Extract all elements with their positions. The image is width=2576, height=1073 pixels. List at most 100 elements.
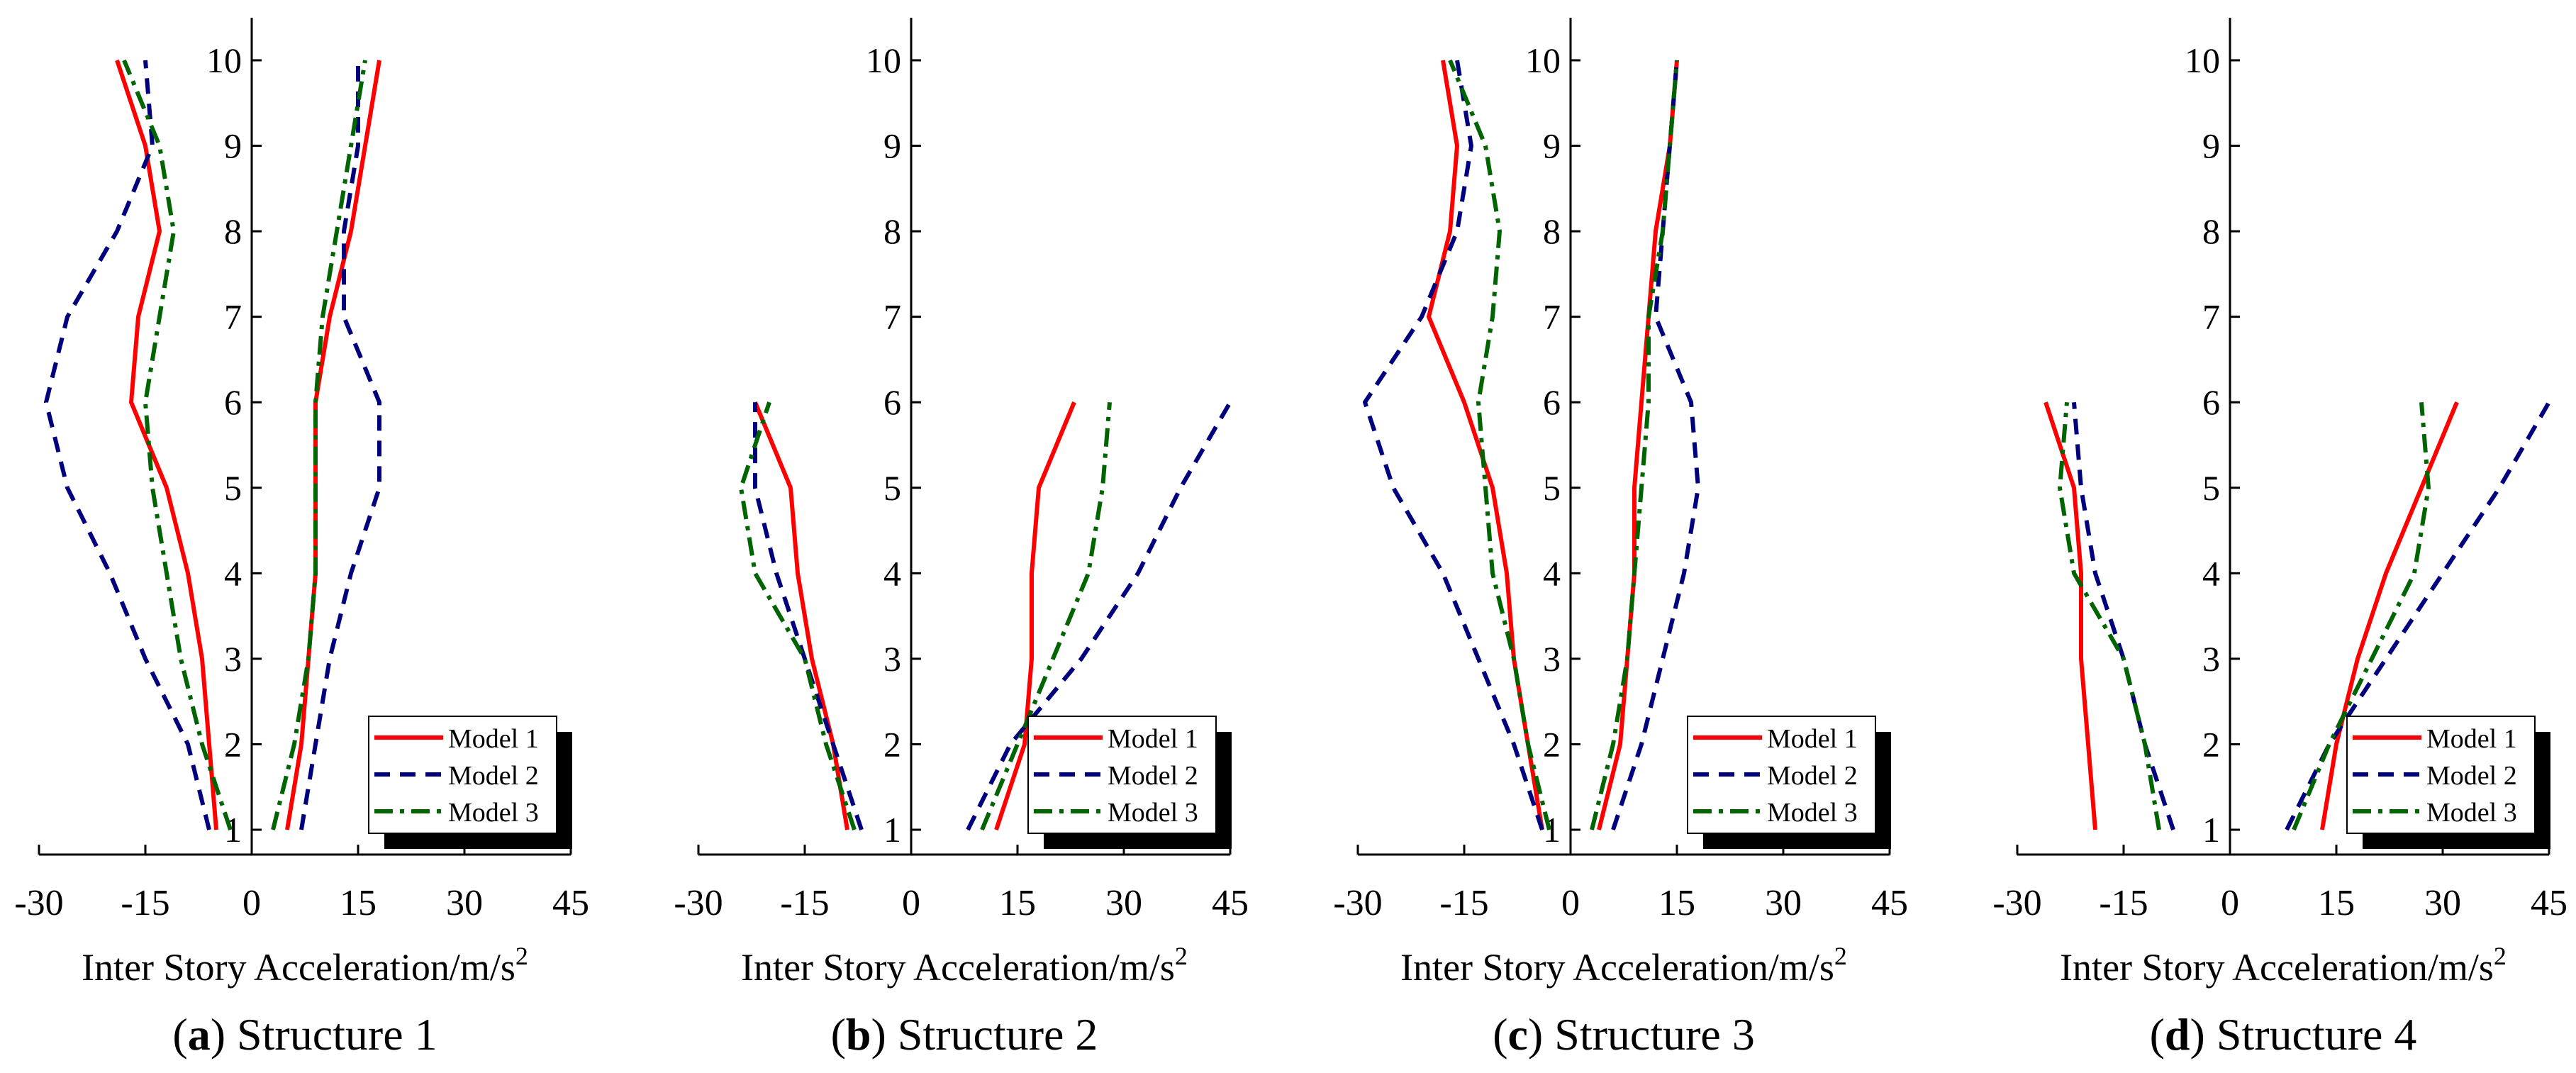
- y-tick-label: 4: [2202, 553, 2220, 593]
- series-model-1: [2043, 401, 2097, 830]
- x-tick-label: 30: [1765, 883, 1802, 923]
- legend: Model 1 Model 2 Model 3: [1027, 716, 1217, 834]
- series-model-1: [994, 401, 1076, 830]
- x-tick-label: 0: [902, 883, 920, 923]
- y-tick-label: 5: [883, 468, 901, 508]
- panel-caption: (c) Structure 3: [1493, 1009, 1755, 1060]
- y-tick-label: 8: [224, 211, 242, 251]
- y-tick-label: 10: [206, 40, 242, 80]
- x-tick-label: 15: [1658, 883, 1695, 923]
- x-tick-label: 45: [552, 883, 589, 923]
- y-tick-label: 1: [883, 810, 901, 850]
- legend-label: Model 1: [1767, 724, 1858, 754]
- y-tick-label: 3: [1543, 639, 1561, 679]
- y-tick-label: 2: [883, 724, 901, 764]
- y-tick-label: 2: [1543, 724, 1561, 764]
- legend: Model 1 Model 2 Model 3: [368, 716, 557, 834]
- legend-label: Model 3: [1767, 798, 1858, 828]
- x-axis-label: Inter Story Acceleration/m/s2: [2060, 942, 2507, 989]
- y-tick-label: 9: [2202, 126, 2220, 166]
- series-model-1: [1427, 60, 1544, 830]
- series-model-2: [1363, 60, 1544, 830]
- y-tick-label: 4: [224, 553, 242, 593]
- y-tick-label: 9: [224, 126, 242, 166]
- x-axis-label: Inter Story Acceleration/m/s2: [82, 942, 528, 989]
- legend-label: Model 3: [448, 798, 539, 828]
- y-tick-label: 8: [2202, 211, 2220, 251]
- y-tick-label: 7: [883, 297, 901, 337]
- y-tick-label: 7: [224, 297, 242, 337]
- legend-label: Model 2: [2426, 761, 2517, 791]
- y-tick-label: 1: [2202, 810, 2220, 850]
- y-tick-label: 5: [1543, 468, 1561, 508]
- x-axis-label: Inter Story Acceleration/m/s2: [741, 942, 1188, 989]
- y-tick-label: 2: [2202, 724, 2220, 764]
- series-model-1: [1597, 60, 1679, 830]
- legend-label: Model 1: [1108, 724, 1198, 754]
- x-tick-label: -30: [14, 883, 63, 923]
- series-model-1: [285, 60, 381, 830]
- y-tick-label: 4: [883, 553, 901, 593]
- x-tick-label: -15: [121, 883, 169, 923]
- x-tick-label: -30: [1992, 883, 2041, 923]
- x-tick-label: 0: [1561, 883, 1580, 923]
- y-tick-label: 3: [224, 639, 242, 679]
- panel-caption: (a) Structure 1: [172, 1009, 437, 1060]
- series-model-2: [299, 60, 381, 830]
- x-tick-label: 30: [2424, 883, 2461, 923]
- x-tick-label: 45: [2531, 883, 2567, 923]
- series-model-2: [2072, 401, 2175, 830]
- y-tick-label: 10: [2185, 40, 2220, 80]
- x-axis-label: Inter Story Acceleration/m/s2: [1400, 942, 1847, 989]
- x-tick-label: -15: [780, 883, 829, 923]
- y-tick-label: 3: [2202, 639, 2220, 679]
- y-tick-label: 10: [1525, 40, 1561, 80]
- y-tick-label: 7: [2202, 297, 2220, 337]
- x-tick-label: 45: [1871, 883, 1908, 923]
- legend-label: Model 1: [2426, 724, 2517, 754]
- x-tick-label: -30: [674, 883, 723, 923]
- series-model-3: [2292, 401, 2431, 831]
- y-tick-label: 8: [1543, 211, 1561, 251]
- legend: Model 1 Model 2 Model 3: [1687, 716, 1876, 834]
- y-tick-label: 9: [1543, 126, 1561, 166]
- series-model-3: [739, 401, 857, 830]
- x-tick-label: 0: [242, 883, 261, 923]
- x-tick-label: 45: [1212, 883, 1249, 923]
- y-tick-label: 6: [224, 382, 242, 422]
- x-tick-label: 30: [1105, 883, 1142, 923]
- panel-caption: (d) Structure 4: [2150, 1009, 2417, 1060]
- series-model-2: [1611, 60, 1700, 830]
- y-tick-label: 6: [1543, 382, 1561, 422]
- series-model-3: [980, 401, 1112, 831]
- series-model-2: [753, 402, 864, 830]
- series-model-3: [2058, 401, 2161, 830]
- y-tick-label: 2: [224, 724, 242, 764]
- legend: Model 1 Model 2 Model 3: [2346, 716, 2536, 834]
- y-tick-label: 3: [883, 639, 901, 679]
- y-tick-label: 7: [1543, 297, 1561, 337]
- x-tick-label: -15: [1439, 883, 1488, 923]
- legend-label: Model 2: [1108, 761, 1198, 791]
- y-tick-label: 5: [2202, 468, 2220, 508]
- legend-label: Model 2: [1767, 761, 1858, 791]
- panel-caption: (b) Structure 2: [831, 1009, 1098, 1060]
- series-model-2: [966, 401, 1232, 831]
- x-tick-label: 0: [2221, 883, 2239, 923]
- legend-label: Model 1: [448, 724, 539, 754]
- legend-label: Model 3: [1108, 798, 1198, 828]
- x-tick-label: 15: [340, 883, 377, 923]
- y-tick-label: 10: [866, 40, 901, 80]
- x-tick-label: 15: [999, 883, 1036, 923]
- series-model-3: [122, 59, 233, 830]
- legend-label: Model 2: [448, 761, 539, 791]
- y-tick-label: 9: [883, 126, 901, 166]
- y-tick-label: 6: [883, 382, 901, 422]
- y-tick-label: 6: [2202, 382, 2220, 422]
- legend-label: Model 3: [2426, 798, 2517, 828]
- x-tick-label: -15: [2099, 883, 2148, 923]
- y-tick-label: 4: [1543, 553, 1561, 593]
